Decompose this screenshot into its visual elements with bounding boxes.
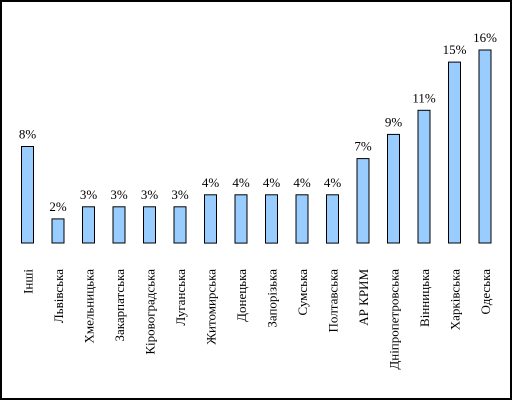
category-label-10: Полтавська xyxy=(326,269,341,333)
data-label-1: 2% xyxy=(49,199,67,214)
bars-group xyxy=(21,49,492,244)
bar-9 xyxy=(295,194,309,244)
bar-5 xyxy=(173,206,187,244)
bar-0 xyxy=(21,146,34,244)
category-label-11: АР КРИМ xyxy=(356,269,371,326)
bar-14 xyxy=(448,61,461,244)
category-label-12: Дніпропетровська xyxy=(387,269,402,370)
data-labels-group: 8% 2% 3% 3% 3% 3% 4% 4% 4% 4% 4% 7% 9% 11% 15% 16% xyxy=(19,30,497,214)
category-label-5: Луганська xyxy=(173,269,188,326)
category-label-14: Харківська xyxy=(448,269,463,330)
data-label-3: 3% xyxy=(110,187,128,202)
data-label-7: 4% xyxy=(232,175,250,190)
data-label-6: 4% xyxy=(202,175,220,190)
category-label-0: Інші xyxy=(21,269,36,294)
category-label-4: Кіровоградська xyxy=(143,269,158,355)
data-label-0: 8% xyxy=(19,127,37,142)
bar-1 xyxy=(51,218,65,244)
data-label-10: 4% xyxy=(324,175,342,190)
bar-11 xyxy=(356,158,370,244)
category-label-1: Львівська xyxy=(51,269,66,323)
data-label-13: 11% xyxy=(412,90,436,105)
category-labels-group: Інші Львівська Хмельницька Закарпатська Кіро… xyxy=(21,269,494,370)
category-label-8: Запорізька xyxy=(265,269,280,328)
bar-3 xyxy=(112,206,126,244)
category-label-15: Одеська xyxy=(478,269,493,315)
bar-4 xyxy=(143,206,156,244)
data-label-12: 9% xyxy=(385,114,403,129)
data-label-9: 4% xyxy=(293,175,311,190)
category-label-2: Хмельницька xyxy=(82,269,97,344)
bar-2 xyxy=(82,206,95,244)
data-label-4: 3% xyxy=(141,187,159,202)
data-label-15: 16% xyxy=(473,30,497,45)
category-label-7: Донецька xyxy=(234,269,249,322)
data-label-5: 3% xyxy=(171,187,189,202)
category-label-6: Житомирська xyxy=(204,269,219,345)
bar-10 xyxy=(326,194,339,244)
data-label-14: 15% xyxy=(443,42,467,57)
bar-13 xyxy=(417,109,431,244)
category-label-3: Закарпатська xyxy=(112,269,127,342)
data-label-2: 3% xyxy=(80,187,98,202)
bar-8 xyxy=(265,194,278,244)
bar-6 xyxy=(204,194,217,244)
data-label-11: 7% xyxy=(354,139,372,154)
category-label-13: Вінницька xyxy=(417,269,432,327)
category-label-9: Сумська xyxy=(295,269,310,316)
bar-15 xyxy=(478,49,492,244)
data-label-8: 4% xyxy=(263,175,281,190)
bar-12 xyxy=(387,133,400,244)
bar-7 xyxy=(234,194,248,244)
